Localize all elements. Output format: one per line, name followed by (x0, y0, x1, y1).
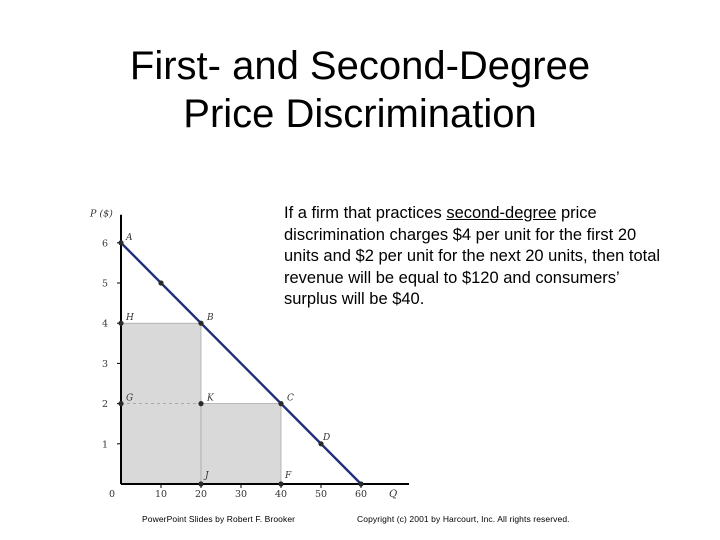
chart-point (198, 320, 204, 326)
x-tick-label: 50 (315, 489, 327, 500)
chart-point (118, 401, 124, 407)
slide-title: First- and Second-Degree Price Discrimin… (0, 42, 720, 138)
point-label: H (125, 313, 134, 323)
chart-point (198, 481, 204, 487)
y-tick-label: 3 (102, 359, 108, 370)
point-label: G (126, 394, 133, 404)
explanation-underlined: second-degree (446, 204, 557, 222)
y-tick-label: 2 (102, 399, 108, 410)
x-axis-label: Q (389, 489, 397, 500)
point-label: F (284, 471, 292, 481)
title-line-1: First- and Second-Degree (129, 44, 591, 88)
y-tick-label: 1 (102, 439, 108, 450)
footer-copyright: Copyright (c) 2001 by Harcourt, Inc. All… (357, 514, 570, 524)
y-axis-label: P ($) (89, 209, 113, 220)
explanation-part-1: If a firm that practices (284, 204, 447, 222)
chart-point (278, 481, 284, 487)
point-label: J (203, 471, 210, 481)
point-label: K (206, 394, 215, 404)
chart-point (158, 280, 164, 286)
point-label: B (206, 313, 214, 323)
x-tick-label: 0 (109, 489, 115, 500)
y-tick-label: 5 (102, 279, 108, 290)
title-line-2: Price Discrimination (183, 92, 537, 136)
point-label: C (287, 394, 294, 404)
y-tick-label: 6 (102, 238, 108, 249)
shaded-region-2 (200, 403, 282, 485)
chart-point (278, 401, 284, 407)
explanation-part-2: price discrimination charges $4 per unit… (284, 204, 661, 309)
chart-point (358, 481, 364, 487)
x-tick-label: 60 (355, 489, 367, 500)
chart-point (318, 441, 324, 447)
explanation-text: If a firm that practices second-degree p… (284, 203, 664, 311)
point-label: D (322, 433, 330, 443)
chart-point (198, 401, 204, 407)
y-tick-label: 4 (102, 319, 108, 330)
x-tick-label: 10 (155, 489, 167, 500)
x-tick-label: 30 (235, 489, 247, 500)
x-tick-label: 40 (275, 489, 287, 500)
chart-point (118, 320, 124, 326)
footer-author: PowerPoint Slides by Robert F. Brooker (142, 514, 296, 524)
chart-point (118, 240, 124, 246)
point-label: A (125, 233, 133, 243)
x-tick-label: 20 (195, 489, 207, 500)
